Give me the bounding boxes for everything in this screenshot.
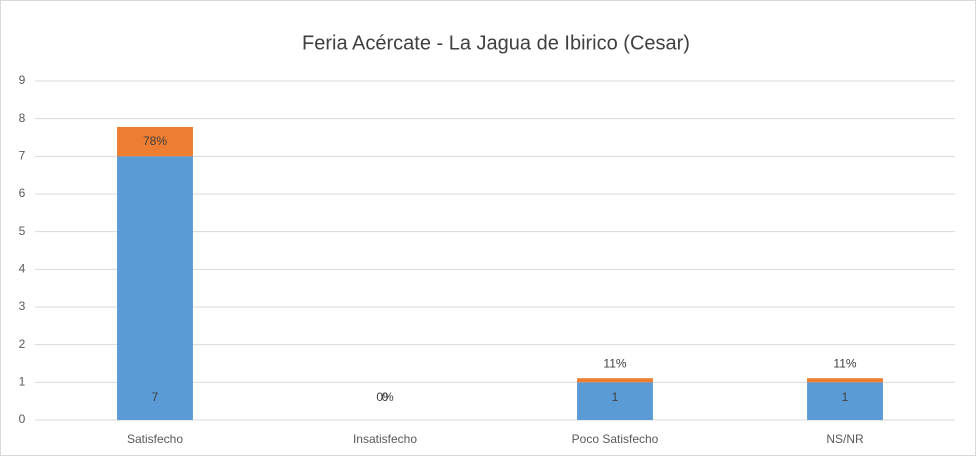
- y-tick-label: 5: [19, 224, 26, 238]
- y-tick-label: 1: [19, 375, 26, 389]
- y-tick-label: 0: [19, 412, 26, 426]
- data-label: 1: [842, 390, 849, 404]
- x-tick-label: Insatisfecho: [353, 432, 417, 446]
- data-label: 1: [612, 390, 619, 404]
- y-tick-label: 9: [19, 73, 26, 87]
- y-tick-label: 3: [19, 299, 26, 313]
- bar-segment: [807, 382, 883, 420]
- data-label: 0%: [376, 390, 394, 404]
- bar-segment: [577, 378, 653, 383]
- data-label: 11%: [833, 356, 856, 370]
- data-label: 11%: [603, 356, 626, 370]
- bar-segment: [117, 126, 193, 157]
- y-tick-label: 4: [19, 262, 26, 276]
- bar-segment: [577, 382, 653, 420]
- y-tick-label: 2: [19, 337, 26, 351]
- bar-segment: [117, 156, 193, 421]
- y-tick-label: 8: [19, 111, 26, 125]
- x-tick-label: Poco Satisfecho: [572, 432, 659, 446]
- data-label: 78%: [143, 134, 167, 148]
- bar-segment: [807, 378, 883, 383]
- y-tick-label: 6: [19, 186, 26, 200]
- x-tick-label: NS/NR: [826, 432, 864, 446]
- data-label: 0: [382, 390, 389, 404]
- chart-title: Feria Acércate - La Jagua de Ibirico (Ce…: [302, 32, 690, 54]
- x-tick-label: Satisfecho: [127, 432, 183, 446]
- data-label: 7: [152, 390, 159, 404]
- y-tick-label: 7: [19, 149, 26, 163]
